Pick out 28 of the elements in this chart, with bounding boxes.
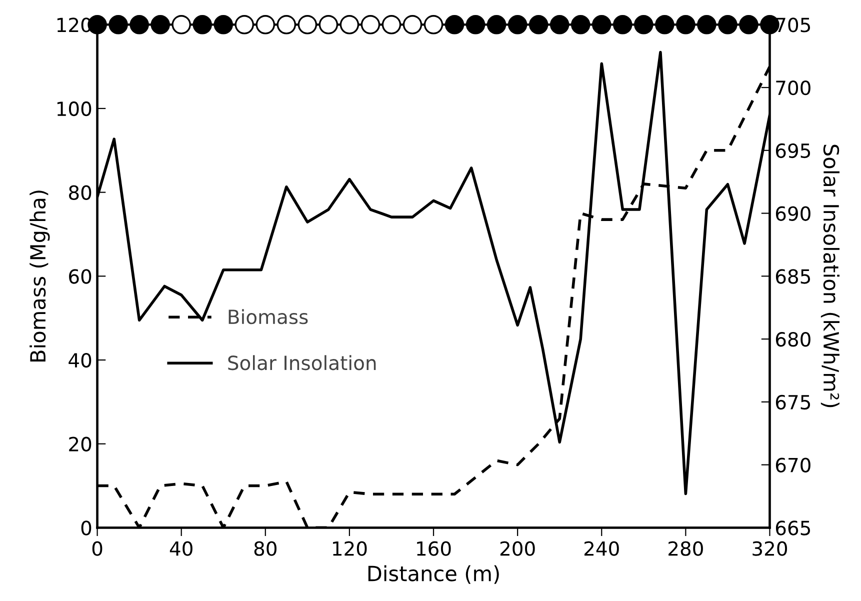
- y2-tick-label: 685: [776, 269, 810, 284]
- y2-tick-label: 675: [776, 394, 810, 410]
- legend-label: Biomass: [228, 309, 308, 324]
- x-tick-label: 80: [254, 541, 276, 556]
- x-axis-title: Distance (m): [368, 565, 499, 584]
- x-tick-label: 240: [584, 541, 619, 556]
- y2-axis-title: Solar Insolation (kWh/m²): [820, 144, 840, 408]
- y-tick-label: 20: [69, 436, 92, 452]
- y-tick-label: 100: [57, 101, 92, 116]
- y2-tick-label: 700: [776, 80, 810, 96]
- y-axis-title: Biomass (Mg/ha): [30, 190, 50, 362]
- y2-tick-label: 680: [776, 332, 810, 347]
- x-tick-label: 280: [668, 541, 703, 556]
- y-tick-label: 40: [68, 352, 92, 368]
- x-tick-label: 0: [92, 541, 102, 556]
- x-tick-label: 320: [752, 541, 787, 556]
- x-tick-label: 160: [417, 541, 451, 556]
- x-tick-label: 40: [170, 541, 192, 556]
- x-tick-label: 120: [333, 541, 367, 556]
- legend-label: Solar Insolation: [228, 355, 376, 370]
- y2-tick-label: 665: [776, 520, 810, 536]
- y2-tick-label: 695: [776, 143, 810, 158]
- y-tick-label: 80: [69, 185, 92, 200]
- x-tick-label: 200: [500, 541, 535, 556]
- y2-tick-label: 670: [776, 458, 810, 472]
- y2-tick-label: 690: [776, 206, 810, 221]
- y-tick-label: 0: [81, 520, 92, 536]
- y-tick-label: 60: [69, 269, 92, 284]
